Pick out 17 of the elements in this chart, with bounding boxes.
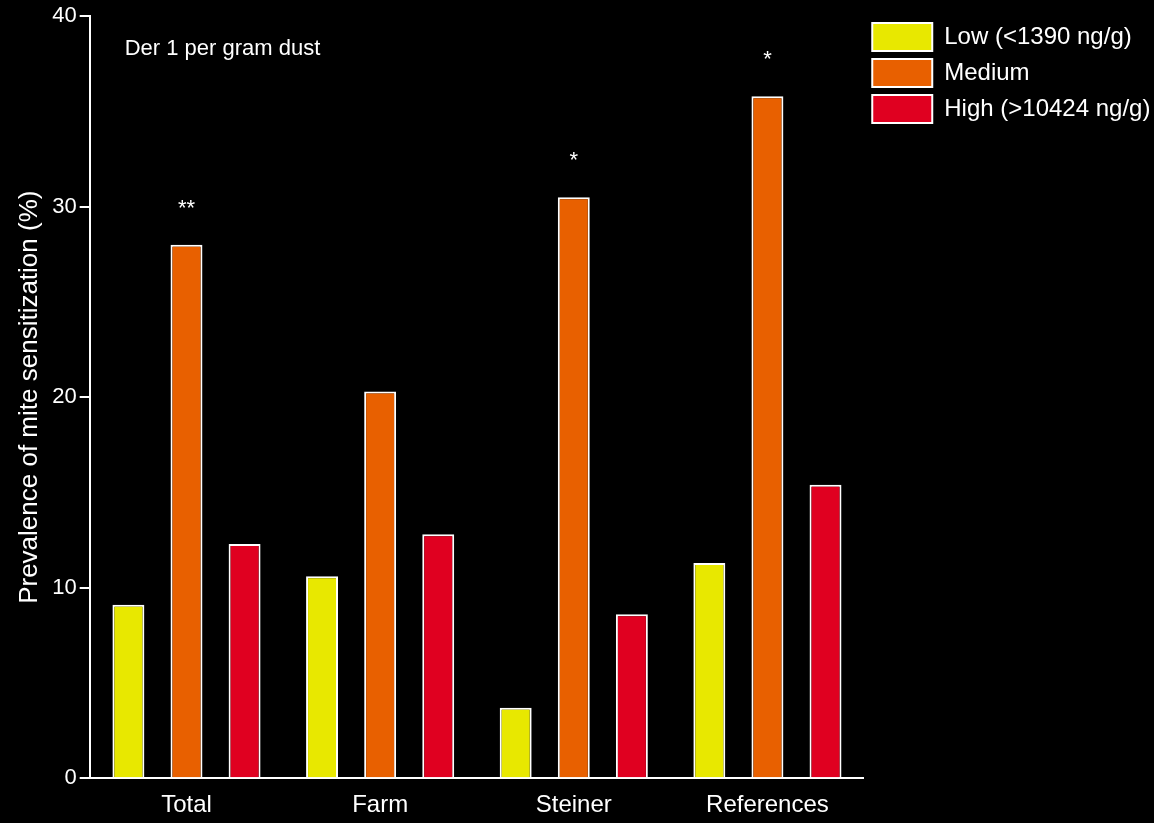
x-tick-label: Total	[161, 790, 212, 818]
x-tick-label: Farm	[352, 790, 409, 818]
legend-label: Medium	[944, 57, 1030, 85]
y-tick-label: 10	[52, 573, 77, 599]
annotation: **	[177, 194, 196, 220]
y-tick-label: 30	[52, 192, 77, 218]
x-tick-label: Steiner	[535, 790, 612, 818]
annotation: *	[763, 46, 773, 72]
y-tick-label: 40	[52, 2, 77, 28]
legend-label: Low (<1390 ng/g)	[944, 21, 1132, 49]
y-axis-title: Prevalence of mite sensitization (%)	[12, 190, 43, 604]
annotation: *	[569, 147, 579, 173]
y-tick-label: 0	[64, 764, 77, 790]
x-tick-label: References	[706, 790, 829, 818]
annotation: Der 1 per gram dust	[124, 35, 321, 61]
y-tick-label: 20	[52, 383, 77, 409]
legend-label: High (>10424 ng/g)	[944, 93, 1151, 121]
